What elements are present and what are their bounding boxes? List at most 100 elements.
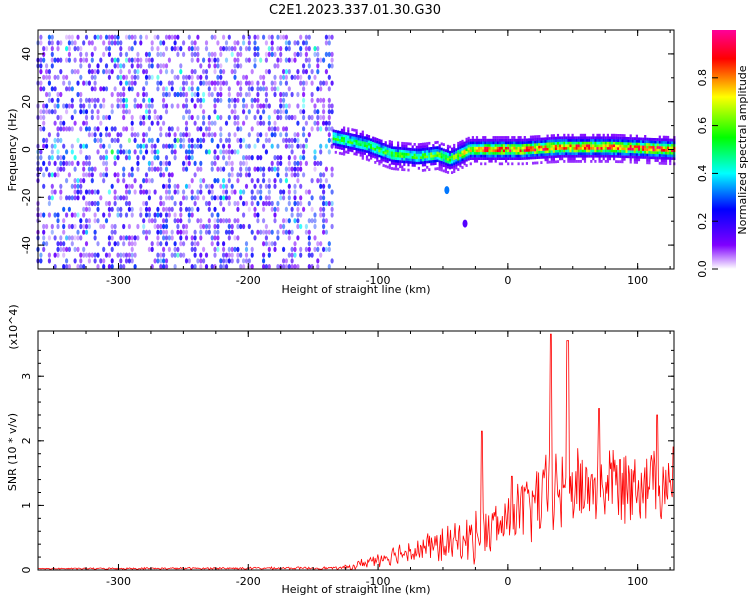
heatmap-cell bbox=[316, 51, 320, 58]
heatmap-cell bbox=[84, 126, 89, 132]
heatmap-cell bbox=[378, 162, 381, 166]
heatmap-cell bbox=[442, 169, 445, 173]
heatmap-cell bbox=[239, 195, 243, 201]
y-tick-label: -40 bbox=[20, 236, 33, 254]
heatmap-cell bbox=[658, 151, 661, 155]
heatmap-cell bbox=[372, 152, 375, 156]
heatmap-cell bbox=[270, 34, 274, 40]
heatmap-cell bbox=[39, 212, 43, 218]
heatmap-cell bbox=[492, 144, 495, 147]
heatmap-cell bbox=[116, 74, 120, 80]
heatmap-cell bbox=[204, 149, 209, 155]
heatmap-cell bbox=[213, 149, 217, 155]
heatmap-cell bbox=[332, 134, 335, 138]
heatmap-cell bbox=[310, 195, 314, 201]
heatmap-cell bbox=[619, 160, 622, 164]
heatmap-cell bbox=[164, 241, 169, 247]
heatmap-cell bbox=[316, 46, 320, 52]
heatmap-cell bbox=[216, 212, 220, 218]
heatmap-cell bbox=[282, 97, 286, 103]
heatmap-cell bbox=[162, 235, 166, 241]
heatmap-cell bbox=[236, 235, 240, 241]
heatmap-cell bbox=[534, 135, 537, 139]
heatmap-cell bbox=[239, 63, 243, 69]
heatmap-cell bbox=[370, 146, 373, 150]
heatmap-cell bbox=[276, 126, 280, 132]
heatmap-cell bbox=[222, 264, 226, 270]
heatmap-cell bbox=[567, 160, 570, 163]
heatmap-cell bbox=[347, 140, 350, 144]
heatmap-cell bbox=[42, 160, 46, 166]
heatmap-cell bbox=[492, 141, 495, 145]
heatmap-cell bbox=[571, 139, 574, 142]
heatmap-cell bbox=[82, 160, 86, 166]
heatmap-cell bbox=[600, 146, 603, 150]
heatmap-cell bbox=[93, 218, 97, 224]
heatmap-cell bbox=[411, 150, 414, 154]
heatmap-cell bbox=[190, 206, 194, 212]
heatmap-cell bbox=[637, 155, 641, 159]
heatmap-cell bbox=[322, 97, 326, 103]
heatmap-cell bbox=[338, 146, 342, 150]
heatmap-cell bbox=[592, 141, 595, 145]
heatmap-cell bbox=[190, 241, 194, 247]
heatmap-cell bbox=[219, 80, 223, 86]
heatmap-cell bbox=[162, 183, 166, 189]
heatmap-cell bbox=[82, 57, 86, 63]
heatmap-cell bbox=[144, 143, 149, 149]
heatmap-cell bbox=[656, 151, 659, 155]
heatmap-cell bbox=[45, 143, 49, 149]
heatmap-cell bbox=[411, 158, 414, 162]
heatmap-cell bbox=[79, 218, 83, 224]
heatmap-cell bbox=[602, 152, 605, 155]
heatmap-cell bbox=[471, 146, 474, 150]
heatmap-cell bbox=[486, 141, 489, 145]
heatmap-cell bbox=[575, 136, 578, 140]
heatmap-cell bbox=[113, 200, 117, 207]
heatmap-cell bbox=[367, 153, 371, 157]
heatmap-cell bbox=[660, 143, 663, 147]
heatmap-cell bbox=[296, 178, 300, 184]
heatmap-cell bbox=[567, 136, 570, 140]
heatmap-cell bbox=[349, 138, 352, 142]
heatmap-cell bbox=[159, 69, 163, 75]
heatmap-cell bbox=[467, 139, 470, 143]
heatmap-cell bbox=[153, 114, 157, 121]
heatmap-cell bbox=[210, 183, 214, 189]
heatmap-cell bbox=[276, 86, 280, 92]
heatmap-cell bbox=[583, 160, 587, 163]
heatmap-cell bbox=[139, 103, 143, 109]
heatmap-cell bbox=[490, 146, 493, 150]
heatmap-cell bbox=[523, 146, 526, 150]
heatmap-cell bbox=[79, 109, 83, 115]
heatmap-cell bbox=[523, 157, 526, 160]
heatmap-cell bbox=[207, 86, 211, 92]
heatmap-cell bbox=[327, 74, 331, 80]
heatmap-cell bbox=[122, 74, 126, 80]
heatmap-cell bbox=[426, 152, 429, 156]
heatmap-cell bbox=[527, 141, 530, 144]
heatmap-cell bbox=[196, 137, 200, 143]
heatmap-cell bbox=[144, 114, 149, 121]
heatmap-cell bbox=[107, 235, 111, 241]
heatmap-cell bbox=[496, 138, 499, 142]
heatmap-cell bbox=[590, 152, 593, 155]
heatmap-cell bbox=[167, 160, 171, 166]
heatmap-cell bbox=[70, 97, 74, 103]
heatmap-cell bbox=[73, 258, 77, 264]
heatmap-cell bbox=[629, 139, 632, 143]
heatmap-cell bbox=[230, 229, 234, 235]
heatmap-cell bbox=[259, 120, 263, 126]
heatmap-cell bbox=[127, 86, 131, 92]
heatmap-cell bbox=[488, 157, 491, 160]
heatmap-cell bbox=[330, 34, 334, 40]
heatmap-cell bbox=[230, 46, 234, 52]
heatmap-cell bbox=[600, 154, 603, 158]
heatmap-cell bbox=[213, 120, 217, 126]
heatmap-cell bbox=[550, 158, 553, 161]
heatmap-cell bbox=[276, 166, 280, 172]
heatmap-cell bbox=[184, 166, 189, 172]
heatmap-cell bbox=[613, 136, 616, 140]
heatmap-cell bbox=[565, 136, 568, 140]
heatmap-cell bbox=[637, 142, 641, 146]
